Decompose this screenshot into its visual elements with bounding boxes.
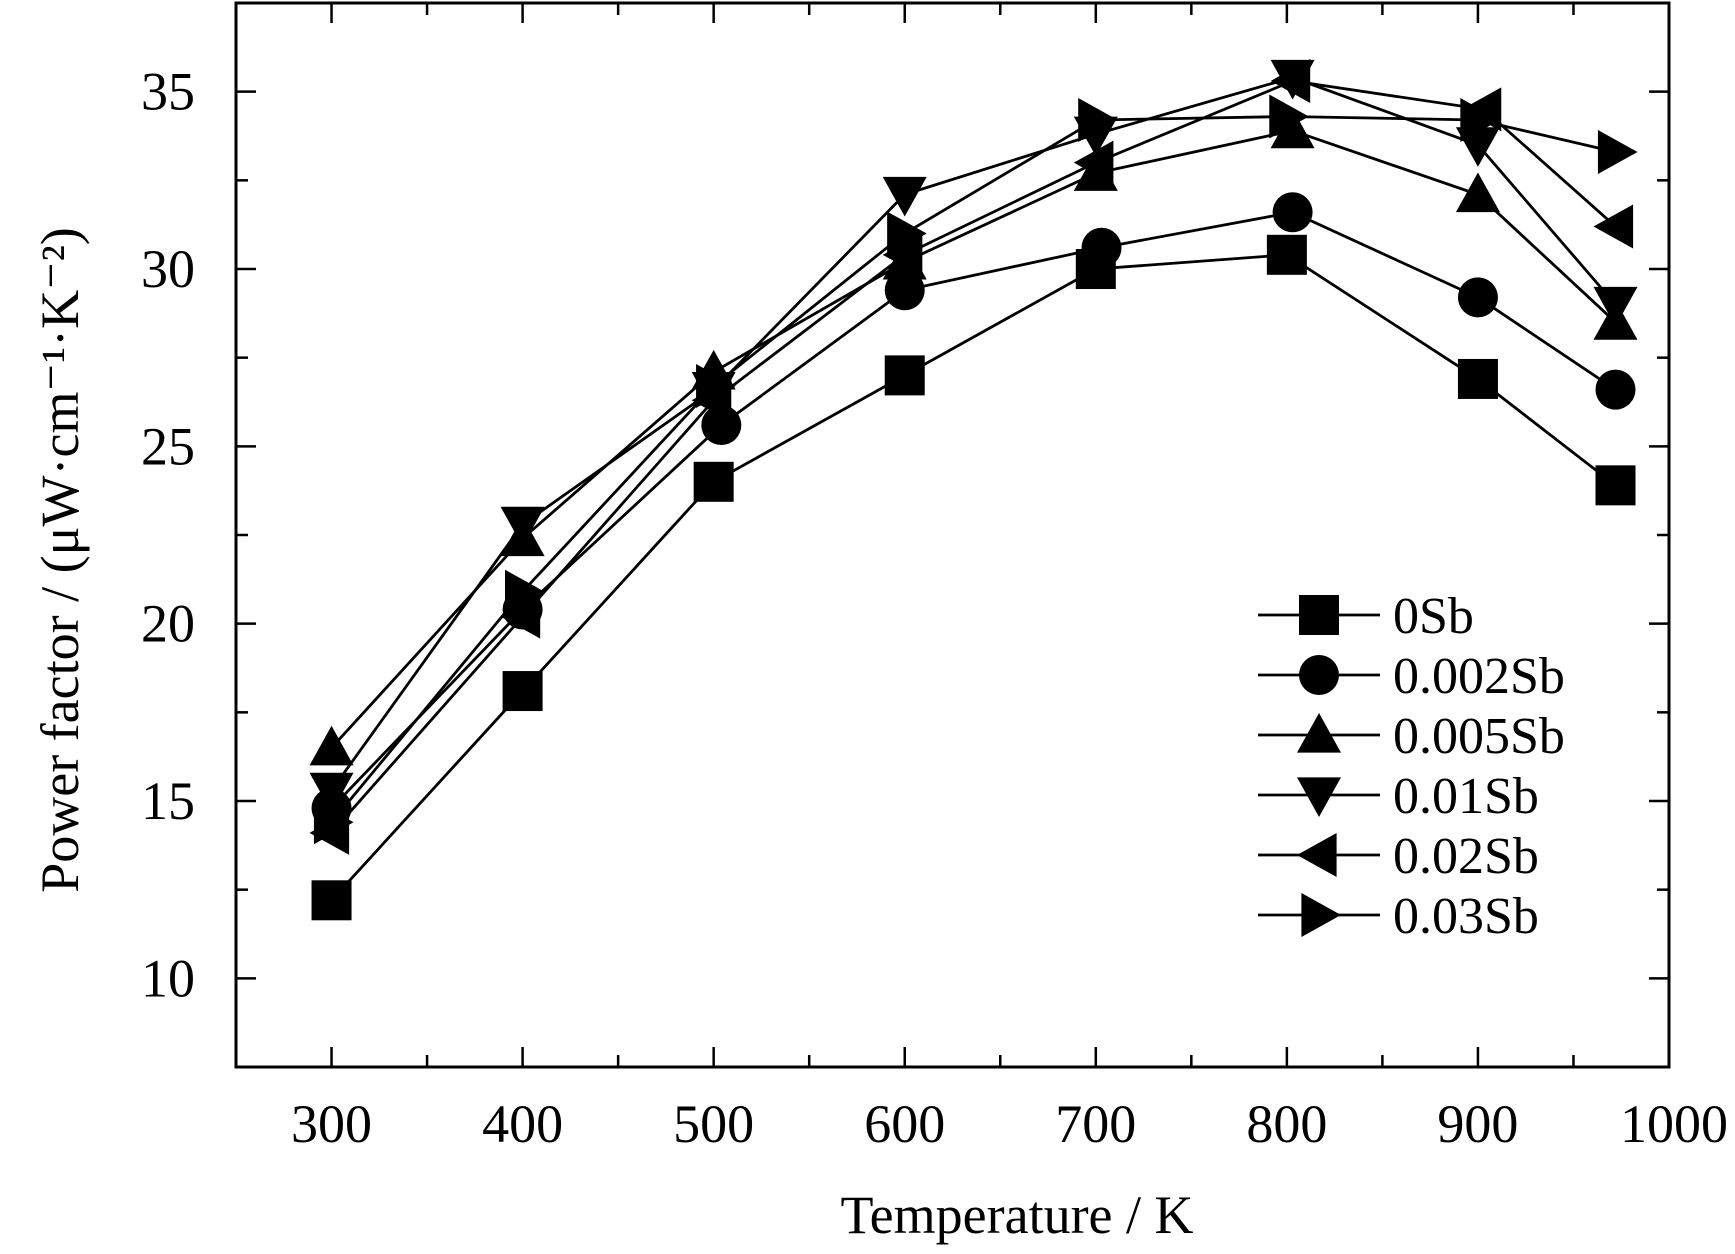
data-point [1595, 369, 1636, 410]
data-point [1297, 833, 1337, 877]
series-0Sb [311, 234, 1636, 921]
x-tick-label: 400 [482, 1094, 563, 1154]
y-axis-title: Power factor / (μW·cm⁻¹·K⁻²) [30, 227, 90, 893]
x-tick-label: 700 [1055, 1094, 1136, 1154]
data-point [1081, 227, 1122, 268]
data-point [309, 725, 354, 766]
series-line [330, 76, 1617, 792]
legend-item: 0.002Sb [1258, 648, 1565, 705]
data-point [693, 461, 734, 502]
x-tick-label: 600 [864, 1094, 945, 1154]
data-point [309, 772, 354, 813]
y-tick-label: 35 [141, 62, 195, 122]
axis-ticks [236, 1, 1669, 1067]
data-point [1457, 358, 1498, 399]
data-point [701, 405, 742, 446]
data-point [1595, 465, 1636, 506]
legend-item: 0Sb [1258, 588, 1474, 645]
data-point [1597, 129, 1638, 174]
data-point [313, 800, 354, 845]
series-line [330, 115, 1616, 824]
data-point [1593, 204, 1634, 249]
series-line [330, 129, 1617, 749]
data-point [1301, 893, 1341, 937]
data-point [500, 594, 541, 639]
y-tick-label: 10 [141, 948, 195, 1008]
data-point [884, 355, 925, 396]
data-point [1299, 595, 1339, 635]
x-tick-label: 800 [1246, 1094, 1327, 1154]
axis-tick-labels: 300 400 500 600 700 800 900 1000 10 15 20 25 30 35 [141, 62, 1728, 1154]
legend-item: 0.005Sb [1258, 708, 1565, 765]
legend-item: 0.01Sb [1258, 768, 1539, 825]
legend-label: 0Sb [1393, 588, 1474, 645]
data-point [882, 232, 923, 277]
x-tick-label: 900 [1437, 1094, 1518, 1154]
data-point [1460, 98, 1500, 143]
data-point [1270, 59, 1311, 104]
data-point [500, 506, 545, 547]
series-line [330, 253, 1617, 902]
data-point [1455, 172, 1500, 213]
data-point [696, 364, 736, 409]
data-point [882, 176, 927, 217]
y-tick-label: 30 [141, 239, 195, 299]
legend-label: 0.02Sb [1393, 828, 1539, 885]
x-tick-label: 500 [673, 1094, 754, 1154]
legend-label: 0.002Sb [1393, 648, 1565, 705]
data-point [505, 569, 545, 614]
data-point [1266, 234, 1307, 275]
data-point [502, 671, 543, 712]
data-point [1078, 98, 1118, 143]
legend-label: 0.03Sb [1393, 888, 1539, 945]
legend-label: 0.01Sb [1393, 768, 1539, 825]
legend-label: 0.005Sb [1393, 708, 1565, 765]
y-tick-label: 20 [141, 594, 195, 654]
data-point [1270, 108, 1315, 149]
data-point [1073, 140, 1114, 185]
data-point [311, 880, 352, 921]
data-point [1272, 192, 1313, 233]
data-point [884, 270, 925, 311]
series-0.03Sb [313, 94, 1638, 845]
x-axis-title: Temperature / K [840, 1185, 1193, 1245]
data-point [887, 211, 927, 256]
series-line [330, 79, 1617, 834]
series-layer [309, 59, 1638, 921]
y-tick-label: 15 [141, 771, 195, 831]
legend-item: 0.02Sb [1258, 828, 1539, 885]
data-point [1297, 777, 1341, 817]
x-tick-label: 1000 [1620, 1094, 1728, 1154]
data-point [1593, 286, 1638, 327]
data-point [1297, 713, 1341, 753]
data-point [1269, 94, 1309, 139]
data-point [1457, 277, 1498, 318]
data-point [1299, 655, 1339, 695]
y-tick-label: 25 [141, 416, 195, 476]
x-tick-label: 300 [291, 1094, 372, 1154]
legend-item: 0.03Sb [1258, 888, 1539, 945]
